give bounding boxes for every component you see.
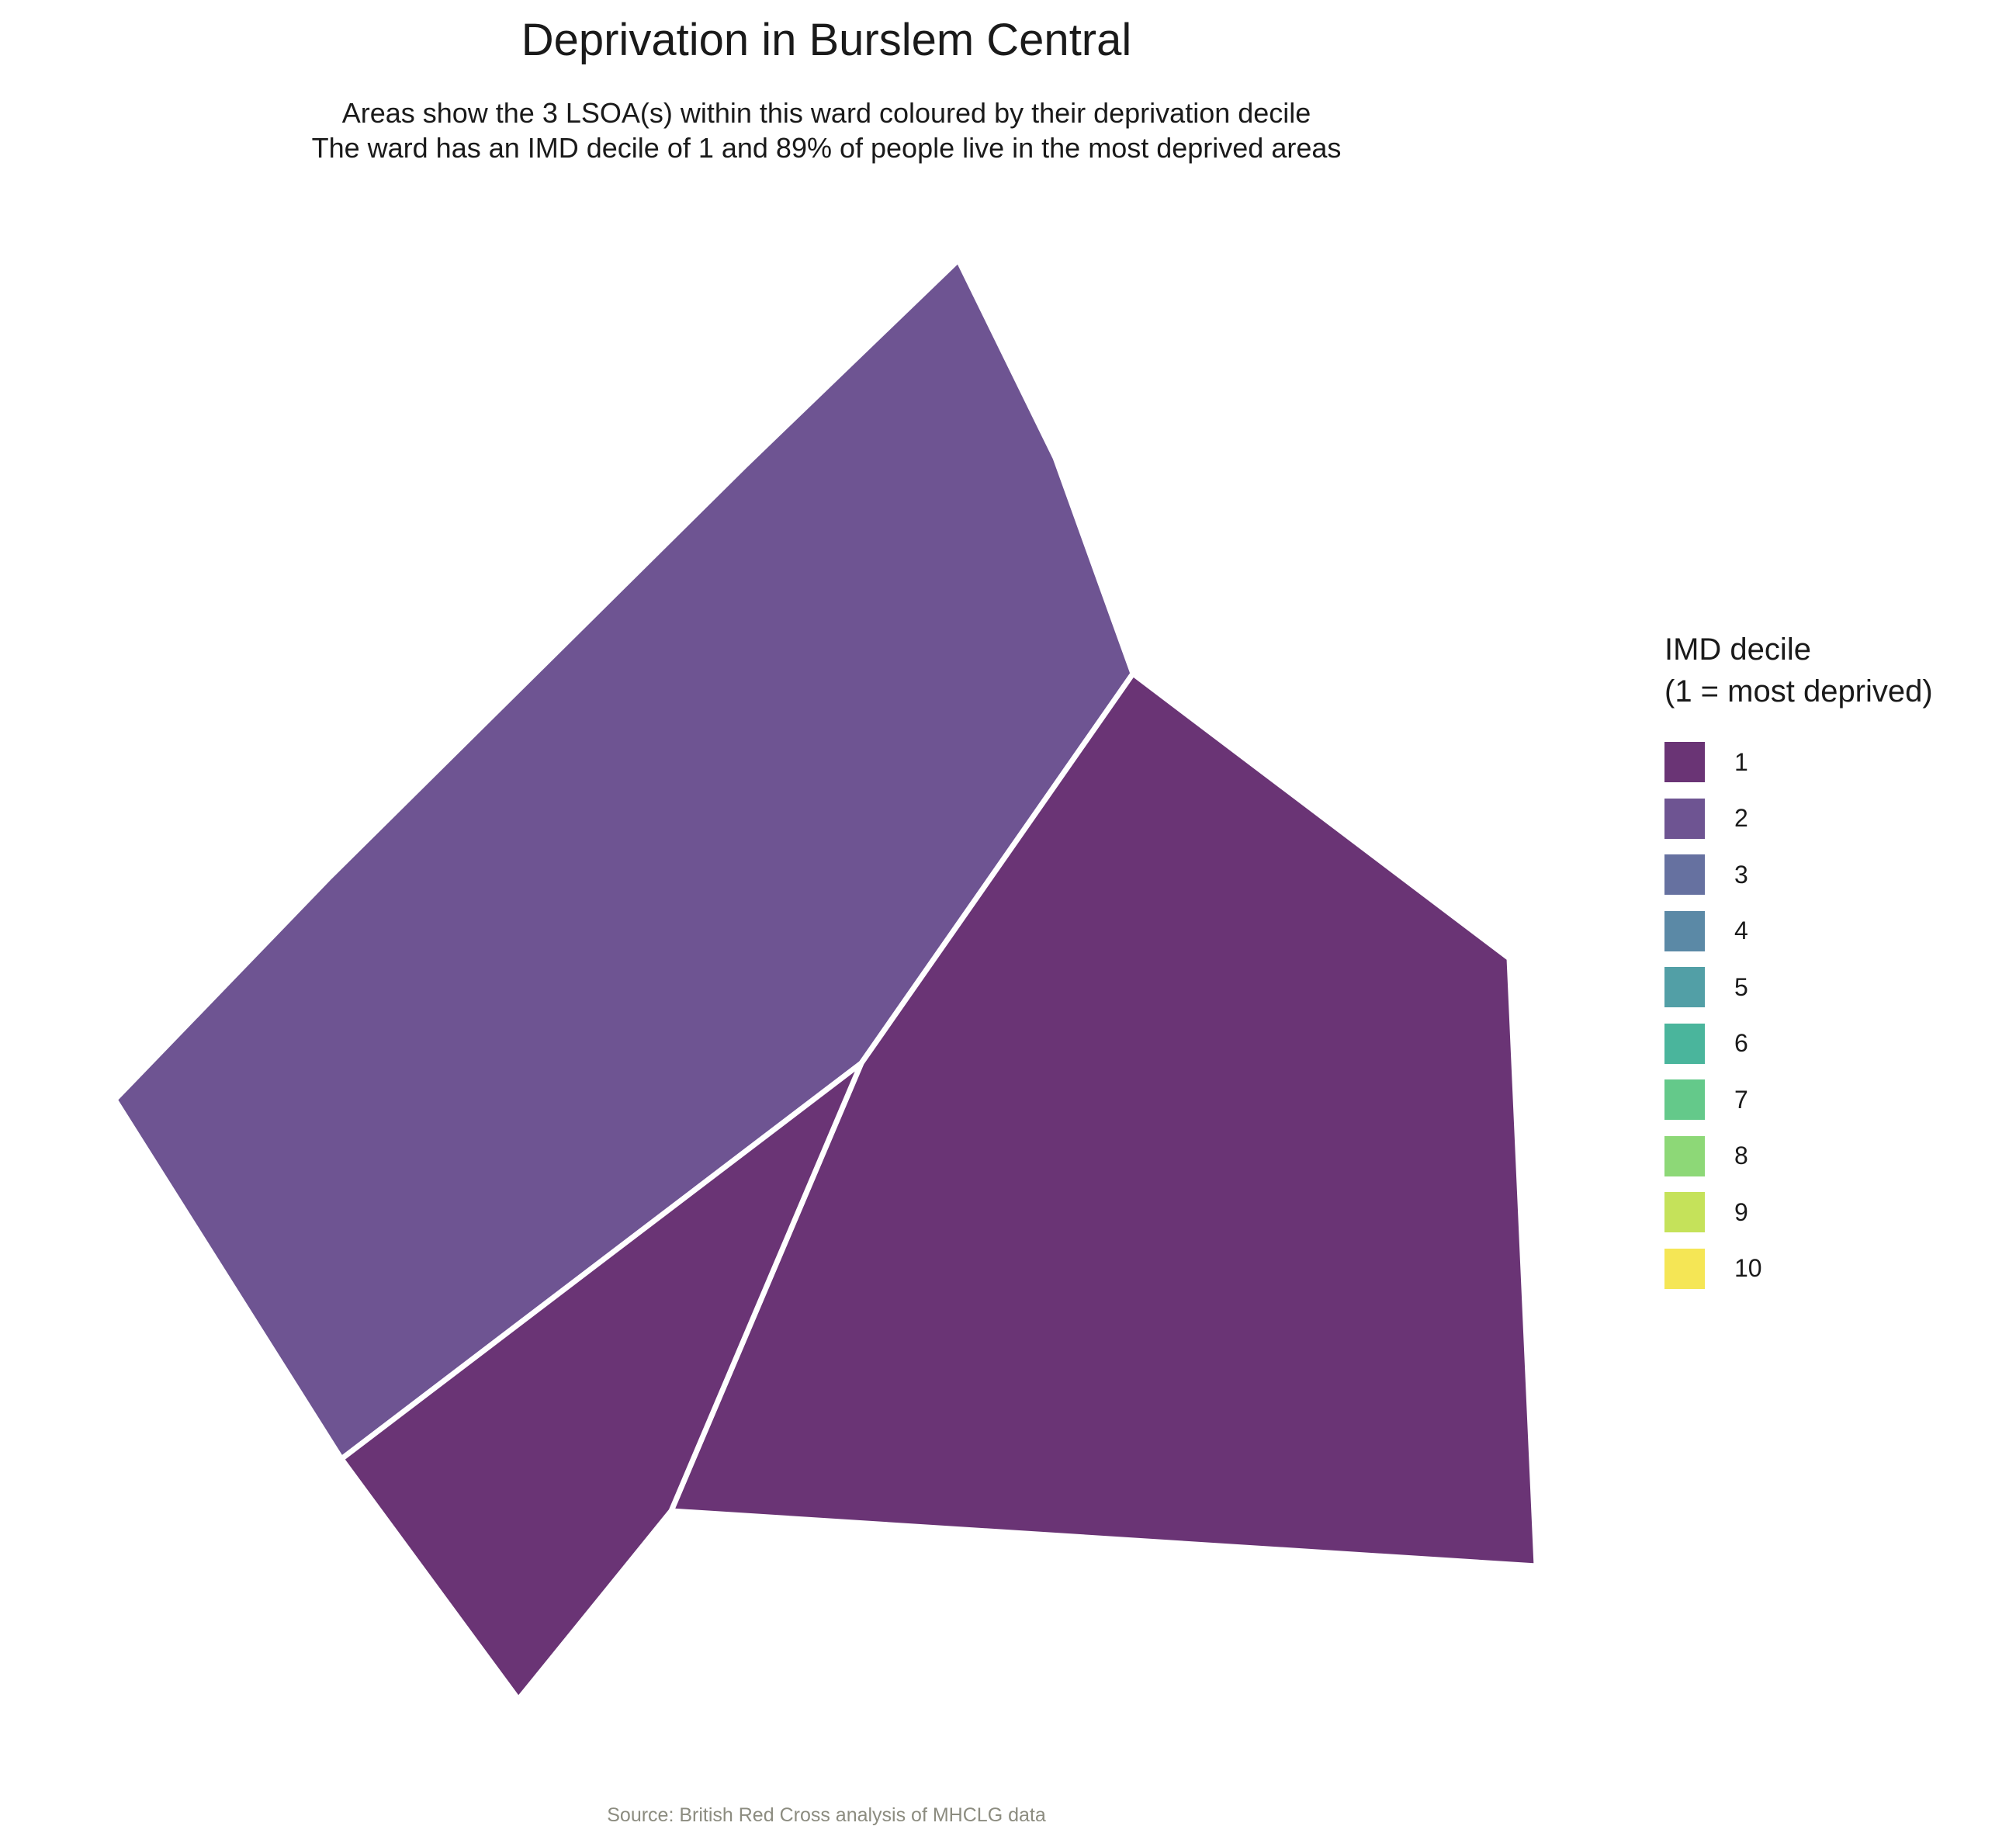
subtitle-line-2: The ward has an IMD decile of 1 and 89% … (311, 132, 1342, 164)
legend-label: 2 (1734, 804, 1748, 833)
subtitle-line-1: Areas show the 3 LSOA(s) within this war… (341, 97, 1311, 129)
legend-swatch (1664, 910, 1705, 951)
lsoa-area-south-west (338, 1060, 864, 1703)
legend-item: 7 (1664, 1072, 1990, 1128)
legend-label: 7 (1734, 1085, 1748, 1114)
legend-label: 1 (1734, 747, 1748, 776)
legend-swatch (1664, 798, 1705, 839)
legend-label: 8 (1734, 1142, 1748, 1170)
legend-title-line-2: (1 = most deprived) (1664, 674, 1933, 709)
legend-swatch (1664, 1192, 1705, 1233)
legend-swatch (1664, 854, 1705, 896)
legend: IMD decile (1 = most deprived) 1 2 3 4 5… (1664, 629, 1990, 1297)
legend-item: 8 (1664, 1128, 1990, 1185)
legend-label: 6 (1734, 1029, 1748, 1058)
legend-swatch (1664, 1079, 1705, 1121)
legend-label: 5 (1734, 972, 1748, 1001)
legend-title-line-1: IMD decile (1664, 632, 1811, 667)
lsoa-area-south-east (668, 670, 1540, 1569)
source-caption: Source: British Red Cross analysis of MH… (607, 1804, 1046, 1826)
legend-swatch (1664, 742, 1705, 783)
legend-label: 10 (1734, 1254, 1762, 1283)
legend-item: 10 (1664, 1241, 1990, 1298)
legend-label: 9 (1734, 1197, 1748, 1226)
legend-items: 1 2 3 4 5 6 7 8 9 10 (1664, 734, 1990, 1297)
legend-label: 4 (1734, 916, 1748, 945)
legend-swatch (1664, 1135, 1705, 1176)
page-title: Deprivation in Burslem Central (521, 15, 1132, 65)
legend-item: 5 (1664, 959, 1990, 1016)
legend-item: 1 (1664, 734, 1990, 791)
legend-label: 3 (1734, 860, 1748, 889)
legend-swatch (1664, 1248, 1705, 1289)
legend-item: 2 (1664, 791, 1990, 847)
legend-item: 9 (1664, 1184, 1990, 1241)
legend-swatch (1664, 967, 1705, 1008)
legend-item: 4 (1664, 903, 1990, 960)
legend-item: 6 (1664, 1016, 1990, 1072)
legend-item: 3 (1664, 847, 1990, 903)
legend-swatch (1664, 1023, 1705, 1064)
